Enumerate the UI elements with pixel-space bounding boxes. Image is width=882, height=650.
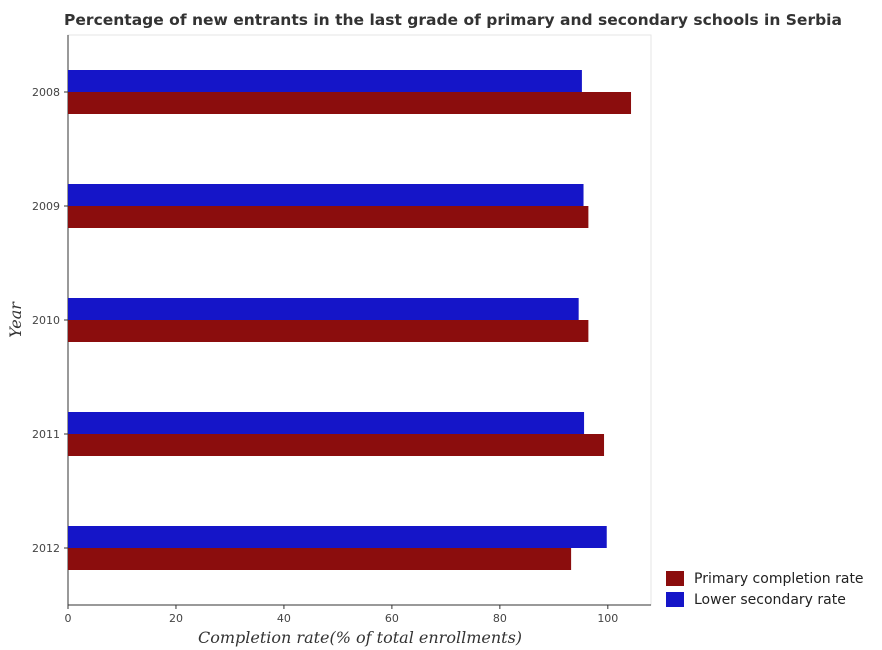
x-tick-label: 80 xyxy=(493,612,507,625)
x-axis-label: Completion rate(% of total enrollments) xyxy=(198,628,522,647)
y-tick-label: 2008 xyxy=(32,86,60,99)
bar-lower-secondary-2011 xyxy=(68,412,585,434)
bar-primary-2011 xyxy=(68,434,605,456)
bar-lower-secondary-2010 xyxy=(68,298,579,320)
x-tick-label: 20 xyxy=(169,612,183,625)
legend-swatch-primary xyxy=(666,571,684,586)
legend-swatch-lower-secondary xyxy=(666,592,684,607)
y-axis-label: Year xyxy=(6,301,25,338)
x-tick-label: 0 xyxy=(65,612,72,625)
legend-label-primary: Primary completion rate xyxy=(694,571,864,587)
legend: Primary completion rate Lower secondary r… xyxy=(666,571,864,608)
y-tick-label: 2011 xyxy=(32,428,60,441)
bar-primary-2012 xyxy=(68,548,572,570)
y-tick-label: 2010 xyxy=(32,314,60,327)
y-tick-label: 2012 xyxy=(32,542,60,555)
legend-label-lower-secondary: Lower secondary rate xyxy=(694,592,846,608)
bar-primary-2009 xyxy=(68,206,589,228)
x-tick-label: 100 xyxy=(597,612,618,625)
bar-lower-secondary-2009 xyxy=(68,184,584,206)
bar-lower-secondary-2008 xyxy=(68,70,582,92)
x-ticks-group: 0 20 40 60 80 100 xyxy=(65,605,618,625)
chart-title: Percentage of new entrants in the last g… xyxy=(64,11,842,29)
x-tick-label: 60 xyxy=(385,612,399,625)
bar-primary-2008 xyxy=(68,92,632,114)
bar-lower-secondary-2012 xyxy=(68,526,607,548)
bar-primary-2010 xyxy=(68,320,589,342)
x-tick-label: 40 xyxy=(277,612,291,625)
bars-group xyxy=(68,70,632,570)
y-tick-label: 2009 xyxy=(32,200,60,213)
y-ticks-group: 2008 2009 2010 2011 2012 xyxy=(32,86,68,555)
